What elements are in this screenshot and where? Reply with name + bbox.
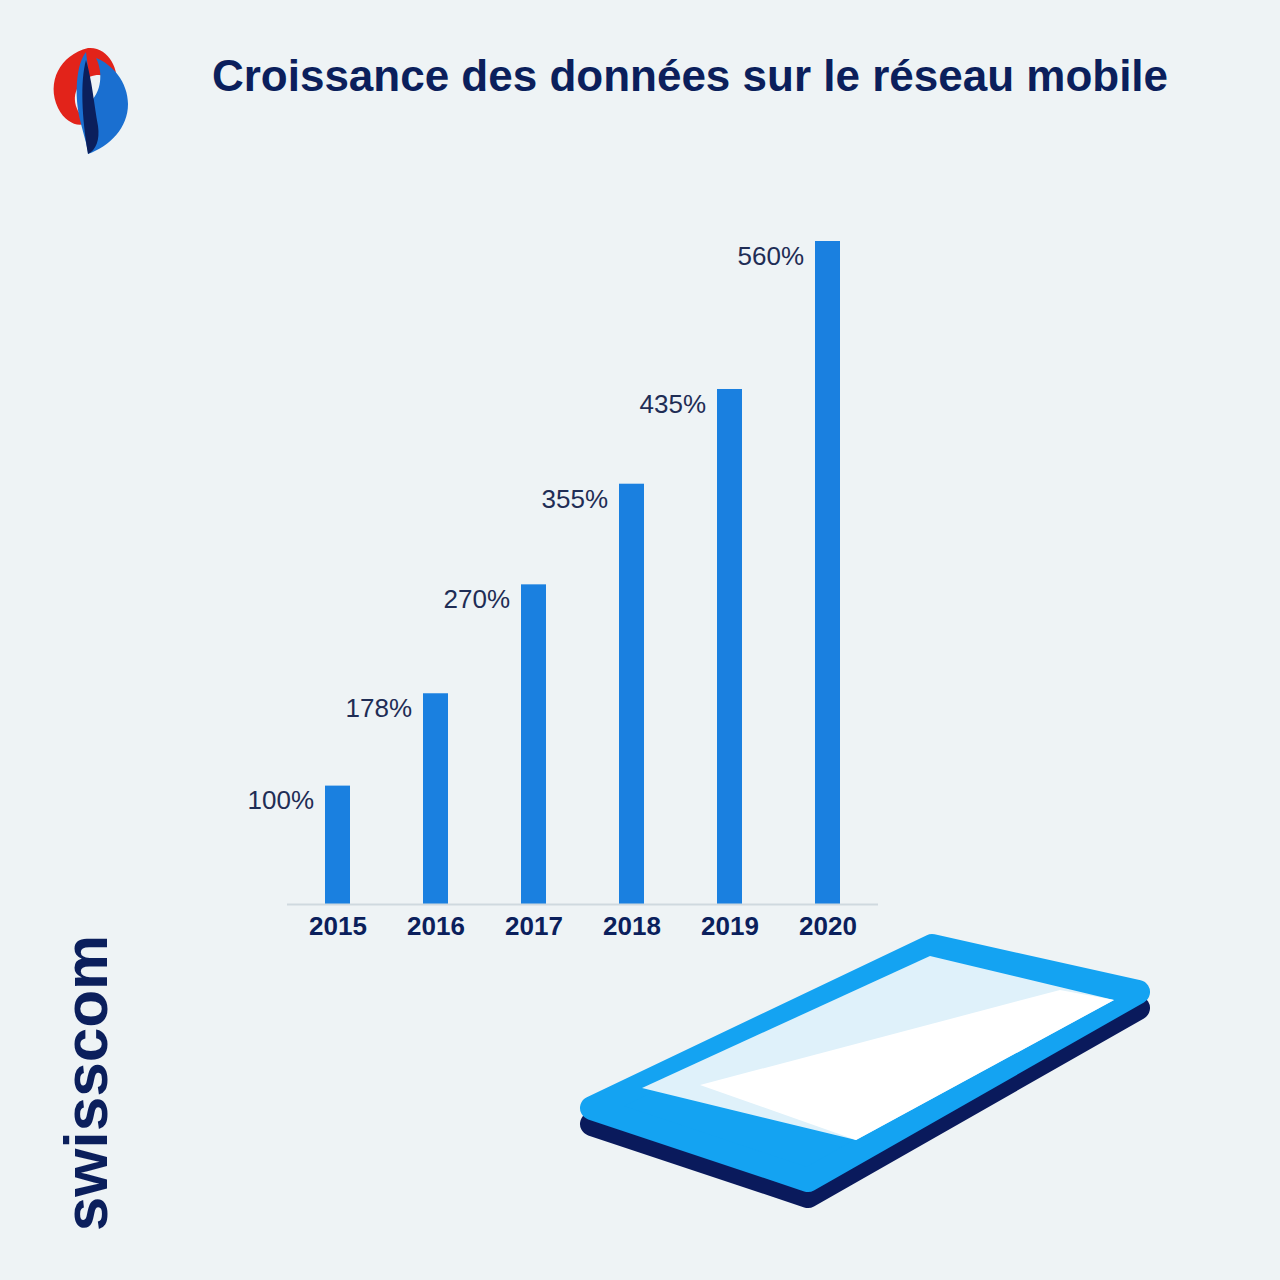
svg-text:2017: 2017: [505, 911, 563, 941]
svg-text:2020: 2020: [799, 911, 857, 941]
svg-text:270%: 270%: [444, 584, 511, 614]
svg-text:swisscom: swisscom: [51, 935, 120, 1231]
svg-text:2015: 2015: [309, 911, 367, 941]
svg-text:355%: 355%: [542, 484, 609, 514]
svg-text:178%: 178%: [346, 693, 413, 723]
svg-text:2016: 2016: [407, 911, 465, 941]
svg-text:100%: 100%: [248, 785, 315, 815]
svg-text:2018: 2018: [603, 911, 661, 941]
svg-text:435%: 435%: [640, 389, 707, 419]
svg-text:560%: 560%: [738, 241, 805, 271]
svg-text:2019: 2019: [701, 911, 759, 941]
html-text:Croissance des données sur le: Croissance des données sur le réseau mob…: [211, 51, 1169, 100]
